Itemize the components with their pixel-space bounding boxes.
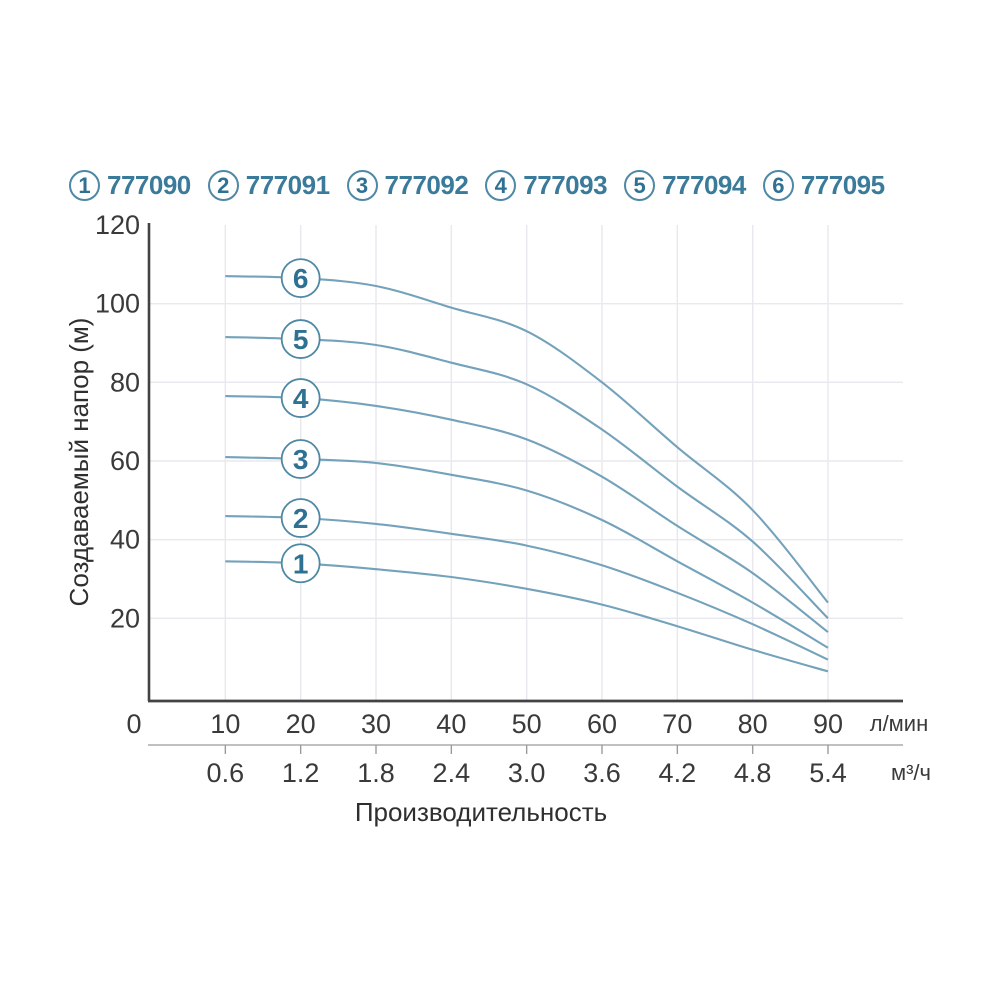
x-tick-label-lmin: 40 [436,709,466,739]
curve-label-number-3: 3 [293,444,309,475]
x-unit-m3h: м³/ч [891,760,931,785]
curve-label-circle-4 [280,378,321,418]
x-tick-label-lmin: 20 [286,709,316,739]
curve-777092 [225,456,829,649]
legend-code-1: 777090 [107,170,191,200]
x-tick-label-m3h: 0.6 [207,758,245,788]
x-tick-label-lmin: 50 [512,709,542,739]
curve-label-number-4: 4 [293,383,309,414]
y-tick-label: 80 [110,367,140,397]
curve-label-number-6: 6 [293,263,309,294]
y-tick-label: 100 [95,289,140,319]
legend-number-circle-5: 5 [624,170,656,201]
x-tick-label-m3h: 3.0 [508,758,546,788]
curve-label-circle-1 [280,543,321,584]
x-tick-label-m3h: 5.4 [809,758,847,788]
legend-item-777090: 1 777090 [69,170,191,201]
curve-777094 [225,336,829,620]
x-unit-lmin: л/мин [870,711,929,736]
x-tick-label-lmin: 90 [813,709,843,739]
legend-code-5: 777094 [662,170,746,200]
legend-item-777093: 4 777093 [485,170,608,201]
x-tick-label-lmin: 60 [587,709,617,739]
curve-label-number-2: 2 [293,503,309,534]
legend-number-circle-1: 1 [69,170,100,201]
curve-label-circle-5 [280,319,321,359]
legend-item-777094: 5 777094 [624,170,746,201]
x-tick-label-lmin: 10 [210,709,240,739]
legend-number-circle-2: 2 [207,170,239,201]
curve-label-circle-2 [280,498,321,538]
x-tick-label-lmin: 30 [361,709,391,739]
x-tick-label-m3h: 2.4 [433,758,471,788]
x-tick-label-m3h: 1.8 [357,758,395,788]
x-tick-label-m3h: 4.8 [734,758,772,788]
legend-number-circle-3: 3 [346,170,378,201]
legend-item-777095: 6 777095 [762,170,885,201]
legend-number-circle-4: 4 [485,170,517,201]
legend-code-3: 777092 [384,170,469,200]
curve-label-circle-6 [280,258,321,299]
legend-item-777092: 3 777092 [346,170,469,201]
legend-number-circle-6: 6 [762,170,794,201]
y-tick-label: 20 [110,603,140,633]
legend: 1 777090 2 777091 3 777092 4 777093 5 77… [69,170,885,201]
legend-code-6: 777095 [800,170,885,200]
y-axis-title: Создаваемый напор (м) [64,318,94,607]
x-tick-label-m3h: 1.2 [282,758,320,788]
curve-777091 [225,515,829,661]
curve-label-number-1: 1 [293,548,309,579]
y-tick-label: 40 [110,525,140,555]
curve-777093 [225,395,829,633]
curve-777095 [225,275,829,604]
x-tick-label-lmin: 0 [126,709,141,739]
x-tick-label-m3h: 3.6 [583,758,621,788]
curve-777090 [225,560,829,673]
y-tick-label: 120 [95,210,140,240]
x-tick-label-lmin: 80 [738,709,768,739]
legend-code-4: 777093 [523,170,608,200]
y-tick-label: 60 [110,446,140,476]
curve-label-number-5: 5 [293,324,309,355]
legend-code-2: 777091 [245,170,330,200]
x-tick-label-lmin: 70 [662,709,692,739]
curve-label-circle-3 [280,439,321,479]
legend-item-777091: 2 777091 [207,170,330,201]
x-axis-title: Производительность [355,797,607,827]
x-tick-label-m3h: 4.2 [659,758,697,788]
